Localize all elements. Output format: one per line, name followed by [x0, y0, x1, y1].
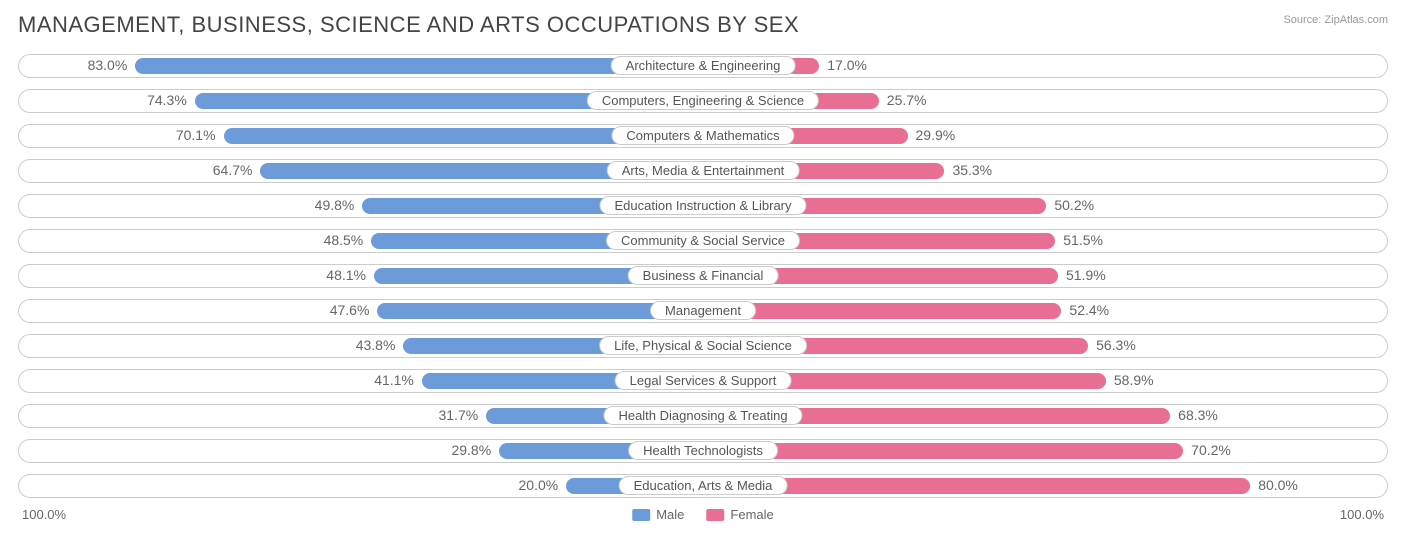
pct-female: 50.2%	[1054, 197, 1094, 213]
pct-male: 41.1%	[374, 372, 414, 388]
pct-female: 80.0%	[1258, 477, 1298, 493]
category-label: Management	[650, 301, 756, 320]
pct-female: 51.5%	[1063, 232, 1103, 248]
pct-female: 70.2%	[1191, 442, 1231, 458]
pct-male: 31.7%	[438, 407, 478, 423]
pct-female: 56.3%	[1096, 337, 1136, 353]
pct-male: 64.7%	[213, 162, 253, 178]
chart-track: 49.8% 50.2% Education Instruction & Librar…	[18, 194, 1388, 218]
pct-male: 43.8%	[356, 337, 396, 353]
legend-male: Male	[632, 507, 684, 522]
chart-track: 20.0% 80.0% Education, Arts & Media	[18, 474, 1388, 498]
category-label: Computers & Mathematics	[611, 126, 794, 145]
category-label: Arts, Media & Entertainment	[607, 161, 800, 180]
pct-male: 20.0%	[519, 477, 559, 493]
axis-right-label: 100.0%	[1340, 507, 1384, 527]
source-value: ZipAtlas.com	[1324, 14, 1388, 26]
pct-female: 51.9%	[1066, 267, 1106, 283]
chart-row: 49.8% 50.2% Education Instruction & Librar…	[18, 192, 1388, 220]
pct-male: 49.8%	[315, 197, 355, 213]
pct-male: 29.8%	[451, 442, 491, 458]
pct-female: 35.3%	[952, 162, 992, 178]
chart-track: 48.5% 51.5% Community & Social Service	[18, 229, 1388, 253]
chart-track: 31.7% 68.3% Health Diagnosing & Treating	[18, 404, 1388, 428]
chart-row: 74.3% 25.7% Computers, Engineering & Scien…	[18, 87, 1388, 115]
chart-row: 20.0% 80.0% Education, Arts & Media	[18, 472, 1388, 500]
legend-male-label: Male	[656, 507, 684, 522]
occupations-chart: 83.0% 17.0% Architecture & Engineering 74.3…	[18, 52, 1388, 500]
pct-female: 25.7%	[887, 92, 927, 108]
legend-female-swatch	[706, 509, 724, 521]
chart-track: 48.1% 51.9% Business & Financial	[18, 264, 1388, 288]
page-title: MANAGEMENT, BUSINESS, SCIENCE AND ARTS O…	[18, 12, 799, 38]
chart-track: 64.7% 35.3% Arts, Media & Entertainment	[18, 159, 1388, 183]
category-label: Life, Physical & Social Science	[599, 336, 807, 355]
category-label: Computers, Engineering & Science	[587, 91, 819, 110]
chart-row: 64.7% 35.3% Arts, Media & Entertainment	[18, 157, 1388, 185]
category-label: Health Diagnosing & Treating	[603, 406, 802, 425]
pct-female: 52.4%	[1069, 302, 1109, 318]
pct-male: 47.6%	[330, 302, 370, 318]
pct-male: 74.3%	[147, 92, 187, 108]
category-label: Community & Social Service	[606, 231, 800, 250]
chart-row: 29.8% 70.2% Health Technologists	[18, 437, 1388, 465]
chart-row: 31.7% 68.3% Health Diagnosing & Treating	[18, 402, 1388, 430]
legend-female: Female	[706, 507, 773, 522]
chart-track: 29.8% 70.2% Health Technologists	[18, 439, 1388, 463]
chart-row: 48.1% 51.9% Business & Financial	[18, 262, 1388, 290]
category-label: Legal Services & Support	[615, 371, 792, 390]
x-axis: 100.0% Male Female 100.0%	[18, 507, 1388, 527]
legend-male-swatch	[632, 509, 650, 521]
source-label: Source:	[1283, 14, 1321, 26]
chart-row: 70.1% 29.9% Computers & Mathematics	[18, 122, 1388, 150]
category-label: Education Instruction & Library	[599, 196, 806, 215]
pct-male: 48.5%	[324, 232, 364, 248]
category-label: Business & Financial	[628, 266, 779, 285]
pct-female: 17.0%	[827, 57, 867, 73]
category-label: Health Technologists	[628, 441, 778, 460]
category-label: Education, Arts & Media	[619, 476, 788, 495]
pct-male: 48.1%	[326, 267, 366, 283]
legend: Male Female	[632, 507, 774, 522]
chart-row: 47.6% 52.4% Management	[18, 297, 1388, 325]
chart-row: 43.8% 56.3% Life, Physical & Social Scienc…	[18, 332, 1388, 360]
bar-female	[703, 303, 1061, 319]
chart-track: 83.0% 17.0% Architecture & Engineering	[18, 54, 1388, 78]
axis-left-label: 100.0%	[22, 507, 66, 527]
chart-track: 70.1% 29.9% Computers & Mathematics	[18, 124, 1388, 148]
chart-track: 47.6% 52.4% Management	[18, 299, 1388, 323]
pct-male: 83.0%	[88, 57, 128, 73]
category-label: Architecture & Engineering	[611, 56, 796, 75]
chart-track: 41.1% 58.9% Legal Services & Support	[18, 369, 1388, 393]
legend-female-label: Female	[730, 507, 773, 522]
chart-track: 74.3% 25.7% Computers, Engineering & Scien…	[18, 89, 1388, 113]
chart-row: 41.1% 58.9% Legal Services & Support	[18, 367, 1388, 395]
source-attribution: Source: ZipAtlas.com	[1283, 12, 1388, 26]
chart-track: 43.8% 56.3% Life, Physical & Social Scienc…	[18, 334, 1388, 358]
pct-female: 29.9%	[916, 127, 956, 143]
chart-row: 48.5% 51.5% Community & Social Service	[18, 227, 1388, 255]
pct-male: 70.1%	[176, 127, 216, 143]
pct-female: 68.3%	[1178, 407, 1218, 423]
pct-female: 58.9%	[1114, 372, 1154, 388]
header: MANAGEMENT, BUSINESS, SCIENCE AND ARTS O…	[18, 12, 1388, 38]
chart-row: 83.0% 17.0% Architecture & Engineering	[18, 52, 1388, 80]
